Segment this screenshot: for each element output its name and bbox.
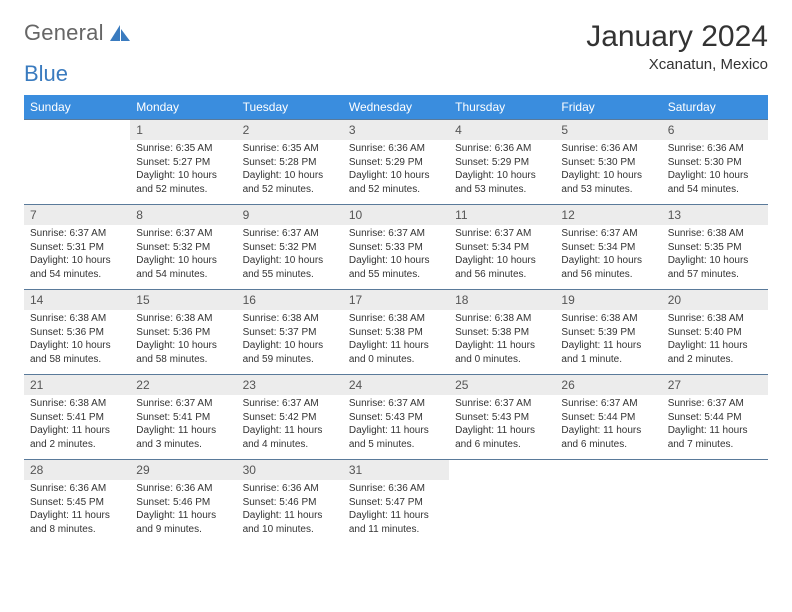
day-number-cell: 28 (24, 460, 130, 481)
day-content-cell: Sunrise: 6:35 AMSunset: 5:27 PMDaylight:… (130, 140, 236, 205)
day-content-cell: Sunrise: 6:38 AMSunset: 5:41 PMDaylight:… (24, 395, 130, 460)
logo-text-1: General (24, 20, 104, 46)
day-number-row: 123456 (24, 120, 768, 141)
day-number-row: 21222324252627 (24, 375, 768, 396)
day-content-row: Sunrise: 6:38 AMSunset: 5:36 PMDaylight:… (24, 310, 768, 375)
day-number-cell: 22 (130, 375, 236, 396)
day-number-cell (24, 120, 130, 141)
day-content-row: Sunrise: 6:35 AMSunset: 5:27 PMDaylight:… (24, 140, 768, 205)
day-content-cell: Sunrise: 6:38 AMSunset: 5:39 PMDaylight:… (555, 310, 661, 375)
day-of-week-header: Friday (555, 95, 661, 120)
day-number-cell: 14 (24, 290, 130, 311)
day-number-cell: 12 (555, 205, 661, 226)
day-content-cell: Sunrise: 6:37 AMSunset: 5:31 PMDaylight:… (24, 225, 130, 290)
day-content-cell: Sunrise: 6:37 AMSunset: 5:44 PMDaylight:… (555, 395, 661, 460)
day-content-cell: Sunrise: 6:36 AMSunset: 5:29 PMDaylight:… (343, 140, 449, 205)
day-content-cell: Sunrise: 6:37 AMSunset: 5:43 PMDaylight:… (449, 395, 555, 460)
day-content-row: Sunrise: 6:37 AMSunset: 5:31 PMDaylight:… (24, 225, 768, 290)
logo-sail-icon (108, 23, 132, 43)
day-content-cell (555, 480, 661, 544)
day-content-cell: Sunrise: 6:35 AMSunset: 5:28 PMDaylight:… (237, 140, 343, 205)
day-number-cell: 8 (130, 205, 236, 226)
day-number-cell: 23 (237, 375, 343, 396)
day-of-week-header: Thursday (449, 95, 555, 120)
calendar-table: SundayMondayTuesdayWednesdayThursdayFrid… (24, 95, 768, 544)
day-of-week-header: Sunday (24, 95, 130, 120)
day-number-row: 28293031 (24, 460, 768, 481)
day-content-cell (24, 140, 130, 205)
day-number-row: 78910111213 (24, 205, 768, 226)
day-number-cell: 30 (237, 460, 343, 481)
day-of-week-header: Wednesday (343, 95, 449, 120)
day-number-cell: 24 (343, 375, 449, 396)
day-content-cell: Sunrise: 6:37 AMSunset: 5:32 PMDaylight:… (130, 225, 236, 290)
day-number-cell: 1 (130, 120, 236, 141)
day-number-cell: 17 (343, 290, 449, 311)
day-number-cell: 18 (449, 290, 555, 311)
day-of-week-row: SundayMondayTuesdayWednesdayThursdayFrid… (24, 95, 768, 120)
day-number-cell: 19 (555, 290, 661, 311)
day-number-cell: 27 (662, 375, 768, 396)
day-number-cell: 9 (237, 205, 343, 226)
day-content-cell: Sunrise: 6:38 AMSunset: 5:37 PMDaylight:… (237, 310, 343, 375)
day-content-cell: Sunrise: 6:38 AMSunset: 5:35 PMDaylight:… (662, 225, 768, 290)
day-number-cell: 13 (662, 205, 768, 226)
day-number-cell: 26 (555, 375, 661, 396)
day-content-cell: Sunrise: 6:38 AMSunset: 5:36 PMDaylight:… (24, 310, 130, 375)
month-title: January 2024 (586, 20, 768, 54)
day-content-cell (449, 480, 555, 544)
day-content-cell: Sunrise: 6:37 AMSunset: 5:42 PMDaylight:… (237, 395, 343, 460)
day-number-row: 14151617181920 (24, 290, 768, 311)
day-content-cell: Sunrise: 6:37 AMSunset: 5:43 PMDaylight:… (343, 395, 449, 460)
day-number-cell (449, 460, 555, 481)
day-content-cell: Sunrise: 6:38 AMSunset: 5:38 PMDaylight:… (449, 310, 555, 375)
day-number-cell: 7 (24, 205, 130, 226)
day-content-cell: Sunrise: 6:37 AMSunset: 5:34 PMDaylight:… (449, 225, 555, 290)
day-content-cell: Sunrise: 6:36 AMSunset: 5:46 PMDaylight:… (130, 480, 236, 544)
day-number-cell: 21 (24, 375, 130, 396)
day-content-cell: Sunrise: 6:37 AMSunset: 5:41 PMDaylight:… (130, 395, 236, 460)
day-content-row: Sunrise: 6:36 AMSunset: 5:45 PMDaylight:… (24, 480, 768, 544)
day-number-cell: 29 (130, 460, 236, 481)
day-content-cell: Sunrise: 6:36 AMSunset: 5:30 PMDaylight:… (555, 140, 661, 205)
day-content-cell: Sunrise: 6:37 AMSunset: 5:34 PMDaylight:… (555, 225, 661, 290)
day-number-cell: 31 (343, 460, 449, 481)
day-number-cell: 20 (662, 290, 768, 311)
logo: General (24, 20, 132, 46)
day-number-cell: 5 (555, 120, 661, 141)
day-number-cell: 15 (130, 290, 236, 311)
day-content-cell: Sunrise: 6:36 AMSunset: 5:47 PMDaylight:… (343, 480, 449, 544)
day-number-cell: 25 (449, 375, 555, 396)
day-content-cell: Sunrise: 6:38 AMSunset: 5:36 PMDaylight:… (130, 310, 236, 375)
logo-text-2: Blue (24, 61, 68, 86)
day-content-cell: Sunrise: 6:37 AMSunset: 5:44 PMDaylight:… (662, 395, 768, 460)
day-of-week-header: Saturday (662, 95, 768, 120)
day-content-cell: Sunrise: 6:36 AMSunset: 5:29 PMDaylight:… (449, 140, 555, 205)
day-number-cell: 4 (449, 120, 555, 141)
day-number-cell (662, 460, 768, 481)
day-content-cell: Sunrise: 6:36 AMSunset: 5:30 PMDaylight:… (662, 140, 768, 205)
day-content-row: Sunrise: 6:38 AMSunset: 5:41 PMDaylight:… (24, 395, 768, 460)
day-content-cell: Sunrise: 6:37 AMSunset: 5:33 PMDaylight:… (343, 225, 449, 290)
day-number-cell (555, 460, 661, 481)
day-content-cell: Sunrise: 6:38 AMSunset: 5:40 PMDaylight:… (662, 310, 768, 375)
day-content-cell: Sunrise: 6:36 AMSunset: 5:45 PMDaylight:… (24, 480, 130, 544)
day-number-cell: 3 (343, 120, 449, 141)
day-content-cell: Sunrise: 6:38 AMSunset: 5:38 PMDaylight:… (343, 310, 449, 375)
day-content-cell: Sunrise: 6:37 AMSunset: 5:32 PMDaylight:… (237, 225, 343, 290)
day-number-cell: 2 (237, 120, 343, 141)
day-number-cell: 11 (449, 205, 555, 226)
day-number-cell: 16 (237, 290, 343, 311)
day-content-cell: Sunrise: 6:36 AMSunset: 5:46 PMDaylight:… (237, 480, 343, 544)
day-content-cell (662, 480, 768, 544)
day-number-cell: 6 (662, 120, 768, 141)
day-of-week-header: Tuesday (237, 95, 343, 120)
day-of-week-header: Monday (130, 95, 236, 120)
day-number-cell: 10 (343, 205, 449, 226)
